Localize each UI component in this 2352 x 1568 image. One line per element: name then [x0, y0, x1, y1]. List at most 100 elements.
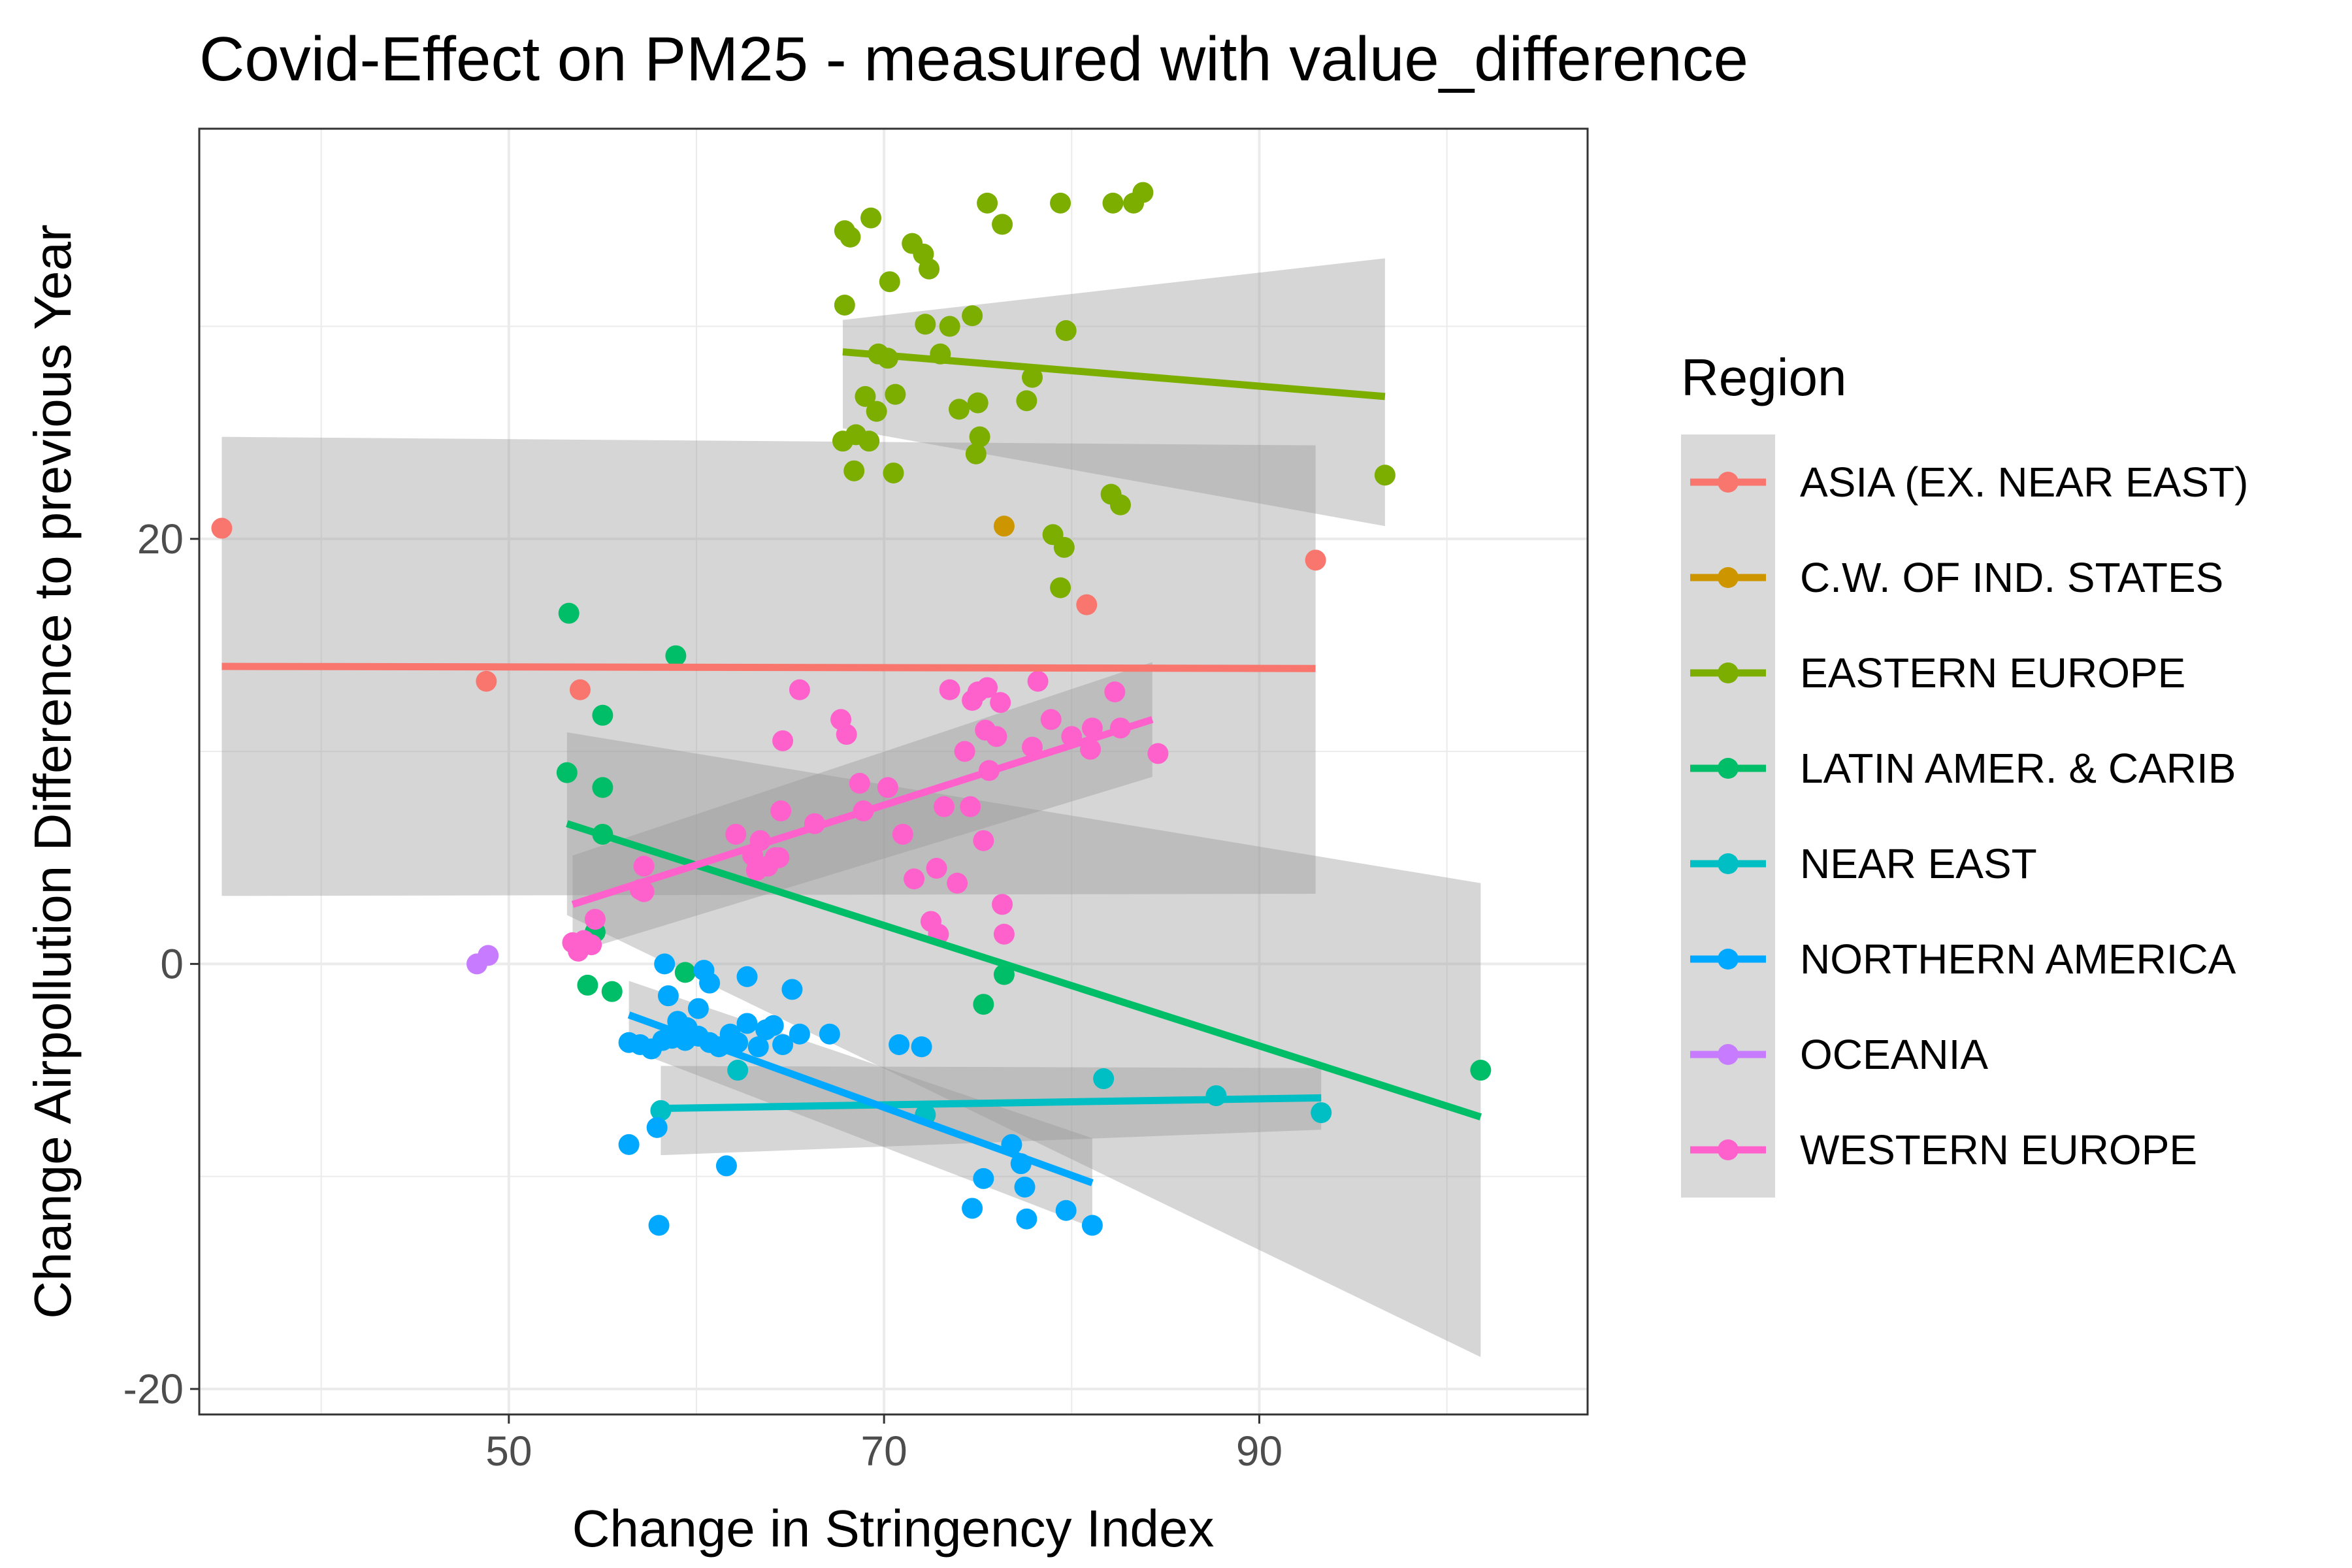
point-northern-america	[654, 953, 676, 975]
chart-title: Covid-Effect on PM25 - measured with val…	[199, 24, 1748, 94]
point-western-europe	[947, 872, 968, 894]
point-asia-ex-near-east	[211, 517, 233, 539]
legend-label-eastern-europe: EASTERN EUROPE	[1800, 649, 2185, 696]
point-eastern-europe	[855, 385, 876, 407]
y-axis-title: Change Airpollution Difference to previo…	[24, 224, 82, 1318]
point-eastern-europe	[1053, 536, 1075, 558]
fit-line-near-east	[661, 1094, 1322, 1113]
point-western-europe	[990, 692, 1011, 713]
point-latin-amer-carib	[592, 704, 613, 726]
plot-panel	[198, 127, 1589, 1416]
point-eastern-europe	[843, 460, 865, 482]
fit-line-asia-ex-near-east	[221, 662, 1316, 672]
point-western-europe	[725, 823, 747, 845]
ci-ribbon-eastern-europe	[842, 258, 1385, 527]
legend-label-northern-america: NORTHERN AMERICA	[1800, 936, 2236, 983]
point-western-europe	[926, 858, 947, 879]
point-eastern-europe	[885, 384, 906, 405]
point-latin-amer-carib	[665, 645, 687, 666]
point-asia-ex-near-east	[476, 670, 497, 692]
x-axis: 50 70 90	[485, 1414, 1282, 1475]
point-eastern-europe	[858, 431, 880, 452]
point-western-europe	[1040, 709, 1062, 730]
point-near-east	[1311, 1102, 1332, 1124]
grid-minor	[199, 129, 1588, 1414]
point-western-europe	[768, 847, 790, 868]
x-tick-label: 50	[485, 1428, 532, 1475]
point-northern-america	[1014, 1176, 1036, 1198]
x-tick-label: 70	[861, 1428, 907, 1475]
point-western-europe	[960, 796, 981, 817]
point-western-europe	[877, 777, 898, 798]
fit-lines	[221, 348, 1482, 1186]
point-western-europe	[992, 894, 1013, 915]
point-latin-amer-carib	[592, 777, 613, 798]
point-eastern-europe	[949, 399, 970, 420]
point-northern-america	[889, 1034, 910, 1055]
point-western-europe	[1104, 681, 1126, 703]
point-western-europe	[939, 679, 960, 700]
point-western-europe	[904, 868, 925, 890]
point-eastern-europe	[883, 462, 904, 483]
point-latin-amer-carib	[674, 962, 696, 983]
point-eastern-europe	[1109, 494, 1131, 515]
point-western-europe	[581, 934, 602, 956]
point-western-europe	[977, 677, 998, 698]
point-western-europe	[892, 823, 913, 845]
fit-line-northern-america	[627, 1011, 1094, 1186]
legend-key-point	[1718, 949, 1739, 970]
legend-title: Region	[1681, 348, 1847, 406]
point-eastern-europe	[919, 258, 940, 280]
fit-line-latin-amer-carib	[566, 820, 1482, 1120]
point-eastern-europe	[840, 226, 861, 248]
point-eastern-europe	[1132, 182, 1154, 203]
point-eastern-europe	[965, 443, 987, 465]
point-eastern-europe	[1050, 192, 1071, 214]
point-eastern-europe	[1102, 192, 1124, 214]
point-northern-america	[618, 1134, 640, 1155]
point-western-europe	[1022, 736, 1043, 758]
point-western-europe	[633, 855, 655, 877]
point-latin-amer-carib	[1470, 1060, 1492, 1081]
point-northern-america	[781, 979, 803, 1000]
point-northern-america	[819, 1023, 840, 1045]
point-eastern-europe	[1016, 390, 1037, 412]
point-northern-america	[962, 1198, 983, 1219]
y-axis: -20 0 20	[123, 515, 199, 1413]
point-eastern-europe	[834, 294, 855, 316]
legend-label-western-europe: WESTERN EUROPE	[1800, 1126, 2197, 1173]
legend-items: ASIA (EX. NEAR EAST) C.W. OF IND. STATES E…	[1681, 434, 2248, 1198]
point-western-europe	[770, 800, 792, 822]
point-northern-america	[648, 1215, 670, 1236]
point-northern-america	[747, 1036, 769, 1058]
x-axis-title: Change in Stringency Index	[572, 1499, 1215, 1558]
point-eastern-europe	[1055, 320, 1077, 342]
point-western-europe	[934, 796, 955, 817]
point-latin-amer-carib	[601, 981, 623, 1002]
point-eastern-europe	[992, 214, 1013, 235]
x-tick-label: 90	[1236, 1428, 1282, 1475]
point-western-europe	[836, 724, 857, 745]
point-latin-amer-carib	[973, 994, 994, 1015]
point-latin-amer-carib	[556, 762, 578, 783]
point-asia-ex-near-east	[1305, 549, 1326, 571]
point-near-east	[1093, 1068, 1115, 1090]
legend-key-point	[1718, 472, 1739, 493]
point-northern-america	[699, 972, 721, 994]
point-eastern-europe	[879, 271, 900, 293]
point-western-europe	[849, 772, 870, 794]
point-c-w-of-ind-states	[993, 515, 1015, 537]
legend-label-near-east: NEAR EAST	[1800, 840, 2037, 887]
point-western-europe	[1147, 743, 1169, 764]
y-tick-label: -20	[123, 1365, 184, 1413]
y-tick-label: 0	[160, 940, 184, 987]
point-western-europe	[973, 830, 994, 851]
point-western-europe	[789, 679, 810, 700]
point-northern-america	[715, 1155, 737, 1177]
point-western-europe	[584, 909, 606, 930]
point-northern-america	[657, 985, 679, 1007]
point-northern-america	[911, 1036, 932, 1058]
point-eastern-europe	[1022, 367, 1043, 388]
point-oceania	[478, 945, 499, 966]
point-near-east	[727, 1060, 749, 1081]
